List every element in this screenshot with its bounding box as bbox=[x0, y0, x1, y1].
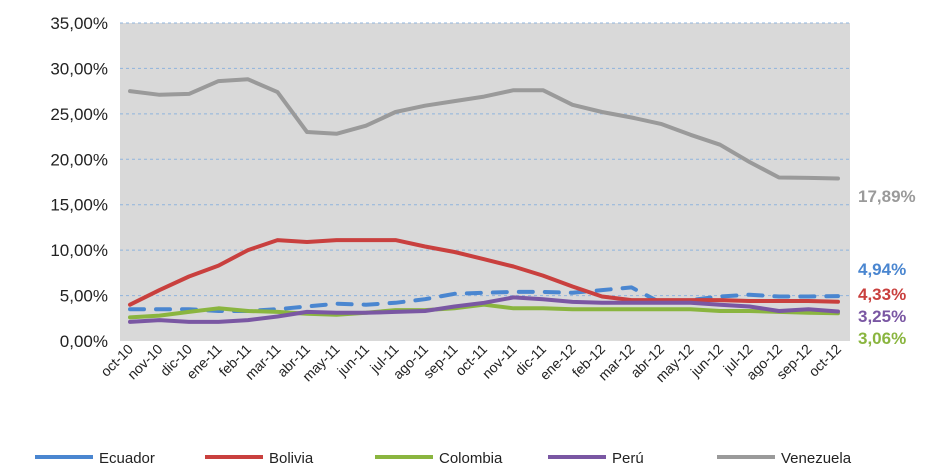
series-line-venezuela bbox=[128, 77, 840, 181]
x-tick-label: nov-11 bbox=[479, 341, 520, 382]
x-axis-ticks: oct-10nov-10dic-10ene-11feb-11mar-11abr-… bbox=[97, 341, 844, 385]
y-tick-label: 20,00% bbox=[50, 150, 108, 169]
x-tick-label: sep-11 bbox=[420, 341, 461, 382]
y-tick-label: 10,00% bbox=[50, 241, 108, 260]
legend-label-bolivia: Bolivia bbox=[269, 450, 314, 467]
series-lines bbox=[128, 77, 840, 324]
gridlines bbox=[120, 22, 850, 297]
end-label-bolivia: 4,33% bbox=[858, 285, 906, 304]
y-axis-ticks: 0,00% 5,00% 10,00% 15,00% 20,00% 25,00% 30,00%… bbox=[50, 14, 108, 351]
y-tick-label: 30,00% bbox=[50, 59, 108, 78]
legend-label-colombia: Colombia bbox=[439, 450, 503, 467]
y-tick-label: 25,00% bbox=[50, 105, 108, 124]
legend-label-venezuela: Venezuela bbox=[781, 450, 852, 467]
x-tick-label: oct-12 bbox=[805, 341, 844, 380]
y-tick-label: 0,00% bbox=[60, 332, 108, 351]
end-label-ecuador: 4,94% bbox=[858, 260, 906, 279]
end-label-venezuela: 17,89% bbox=[858, 187, 916, 206]
end-labels: 4,94% 4,33% 3,06% 3,25% 17,89% bbox=[858, 187, 916, 348]
y-tick-label: 35,00% bbox=[50, 14, 108, 33]
series-line-bolivia bbox=[128, 238, 840, 307]
series-line-peru bbox=[128, 295, 840, 324]
x-tick-label: jun-12 bbox=[687, 341, 727, 381]
legend-label-peru: Perú bbox=[612, 450, 644, 467]
y-tick-label: 15,00% bbox=[50, 196, 108, 215]
legend: Ecuador Bolivia Colombia Perú Venezuela bbox=[35, 450, 852, 467]
end-label-peru: 3,25% bbox=[858, 307, 906, 326]
x-tick-label: jun-11 bbox=[333, 341, 372, 380]
y-tick-label: 5,00% bbox=[60, 287, 108, 306]
plot-area bbox=[120, 23, 850, 341]
end-label-colombia: 3,06% bbox=[858, 329, 906, 348]
legend-label-ecuador: Ecuador bbox=[99, 450, 155, 467]
